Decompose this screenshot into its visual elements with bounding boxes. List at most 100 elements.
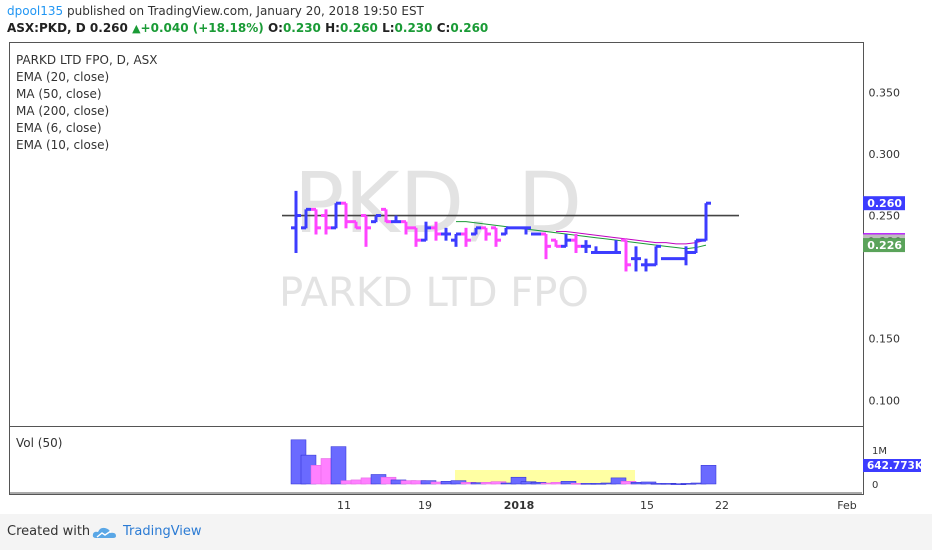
author-link[interactable]: dpool135 — [7, 4, 64, 18]
up-arrow-icon: ▲ — [132, 22, 141, 35]
ohlc-bar — [511, 226, 521, 230]
volume-highlight — [455, 470, 635, 484]
ohlc-bar — [451, 232, 461, 247]
published-text: published on TradingView.com, January 20… — [66, 4, 424, 18]
legend-ema10[interactable]: EMA (10, close) — [16, 138, 110, 152]
close-label: C: — [436, 21, 451, 35]
legend-title[interactable]: PARKD LTD FPO, D, ASX — [16, 53, 158, 67]
y-tick-label: 0.100 — [869, 394, 901, 407]
price-label-bg — [863, 196, 905, 211]
price-chart[interactable]: PKD, D PARKD LTD FPO 0.1000.1500.2500.30… — [0, 0, 932, 514]
volume-legend[interactable]: Vol (50) — [16, 436, 63, 450]
price-label-bg — [863, 238, 905, 253]
price-axis-label: 0.260 — [863, 196, 905, 211]
volume-bar — [640, 481, 657, 485]
ohlc-bar — [631, 246, 641, 272]
ohlc-bar — [601, 250, 611, 254]
symbol-name: ASX:PKD, D — [7, 21, 86, 35]
volume-bar — [610, 477, 627, 485]
ohlc-bar — [671, 257, 681, 261]
ohlc-bar — [341, 201, 351, 229]
ohlc-bar — [531, 232, 541, 236]
ohlc-bar — [521, 226, 531, 235]
last-price: 0.260 — [89, 21, 128, 35]
y-tick-label: 0.150 — [869, 333, 901, 346]
volume-bar — [700, 465, 717, 485]
ohlc-bar — [701, 201, 711, 242]
low-value: 0.230 — [394, 21, 433, 35]
ohlc-bar — [621, 238, 631, 272]
ma50-line — [556, 231, 707, 245]
price-axis-label: 0.226 — [863, 238, 905, 253]
high-value: 0.260 — [339, 21, 378, 35]
ohlc-bar — [381, 207, 391, 224]
ohlc-bar — [681, 246, 691, 266]
volume-bar — [330, 446, 347, 485]
x-tick-label: 11 — [337, 499, 351, 512]
ohlc-bar — [331, 201, 341, 230]
publish-info: dpool135 published on TradingView.com, J… — [7, 4, 424, 18]
open-value: 0.230 — [282, 21, 321, 35]
volume-tick-label: 0 — [872, 480, 878, 491]
ohlc-bar — [571, 234, 581, 253]
ohlc-bar — [411, 226, 421, 247]
legend-ma200[interactable]: MA (200, close) — [16, 104, 110, 118]
ohlc-bar — [541, 232, 551, 260]
x-tick-label: 15 — [640, 499, 654, 512]
x-tick-label: 19 — [418, 499, 432, 512]
ohlc-bar — [651, 244, 661, 267]
created-with-text: Created with — [7, 524, 91, 539]
ohlc-bar — [661, 257, 671, 261]
open-label: O: — [267, 21, 283, 35]
ohlc-bar — [611, 240, 621, 254]
ohlc-bar — [461, 227, 471, 247]
ohlc-bar — [371, 214, 381, 224]
footer-bar: Created with TradingView — [0, 514, 932, 550]
ohlc-bar — [581, 240, 591, 253]
legend-ema20[interactable]: EMA (20, close) — [16, 70, 110, 84]
price-label-text: 0.226 — [867, 239, 902, 252]
legend-ema6[interactable]: EMA (6, close) — [16, 121, 102, 135]
ohlc-bar — [311, 207, 321, 235]
ohlc-bar — [551, 238, 561, 248]
watermark-name: PARKD LTD FPO — [279, 270, 589, 316]
ema20-line — [456, 221, 707, 250]
ohlc-bar — [491, 226, 501, 247]
legend-ma50[interactable]: MA (50, close) — [16, 87, 102, 101]
tradingview-cloud-icon[interactable] — [92, 526, 118, 540]
volume-last-text: 642.773K — [867, 460, 924, 472]
y-tick-label: 0.300 — [869, 148, 901, 161]
ohlc-bar — [321, 209, 331, 235]
y-tick-label: 0.250 — [869, 210, 901, 223]
x-tick-label: Feb — [837, 499, 856, 512]
ohlc-bar — [591, 246, 601, 254]
ohlc-bar — [351, 220, 361, 230]
ohlc-bar — [691, 238, 701, 254]
ohlc-bar — [401, 220, 411, 235]
ohlc-bar — [361, 214, 371, 247]
ohlc-bar — [301, 207, 311, 230]
volume-tick-label: 1M — [872, 446, 887, 457]
x-tick-label: 2018 — [504, 499, 535, 512]
low-label: L: — [382, 21, 395, 35]
high-label: H: — [325, 21, 340, 35]
volume-last-label: 642.773K — [863, 459, 924, 472]
ohlc-bar — [471, 226, 481, 236]
ohlc-bar — [501, 226, 511, 236]
volume-bar — [510, 476, 527, 485]
tradingview-brand-link[interactable]: TradingView — [123, 524, 202, 539]
ohlc-bar — [641, 258, 651, 272]
ohlc-bar — [391, 215, 401, 224]
price-change: +0.040 (+18.18%) — [140, 21, 264, 35]
ohlc-bar — [481, 226, 491, 241]
volume-bar — [560, 481, 577, 485]
close-value: 0.260 — [450, 21, 489, 35]
quote-line: ASX:PKD, D 0.260 ▲+0.040 (+18.18%) O:0.2… — [7, 21, 488, 35]
indicator-legend: PARKD LTD FPO, D, ASX EMA (20, close) MA… — [16, 52, 158, 154]
ohlc-bar — [431, 221, 441, 241]
ohlc-bar — [291, 190, 301, 253]
ohlc-bar — [561, 234, 571, 248]
ohlc-bar — [441, 227, 451, 241]
y-tick-label: 0.350 — [869, 86, 901, 99]
x-tick-label: 22 — [715, 499, 729, 512]
